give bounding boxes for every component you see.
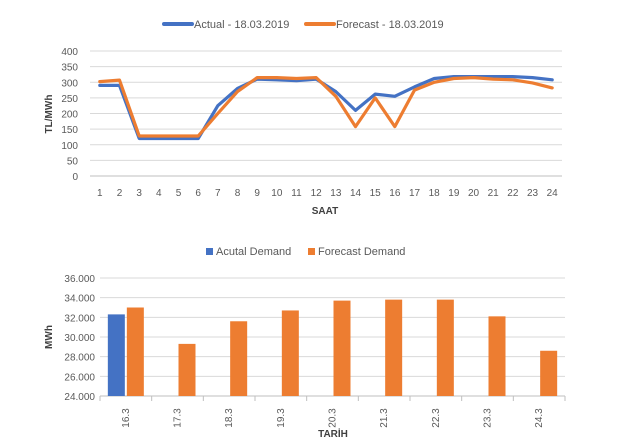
y-tick-label: 50	[67, 156, 79, 167]
bar-forecast-demand	[488, 316, 506, 396]
bar-chart-y-ticks: 24.000 26.000 28.000 30.000 32.000 34.000 36.0…	[64, 274, 95, 403]
bar-forecast-demand	[178, 343, 196, 396]
x-tick-label: 10	[271, 188, 283, 199]
x-tick-label: 16.3	[121, 408, 132, 428]
x-tick-label: 23.3	[483, 408, 494, 428]
bar-chart-bars	[107, 299, 558, 396]
x-tick-label: 20.3	[328, 408, 339, 428]
bar-chart-xlabel: TARİH	[318, 427, 348, 440]
y-tick-label: 36.000	[64, 274, 95, 285]
bar-forecast-demand	[540, 350, 558, 396]
x-tick-label: 14	[350, 188, 362, 199]
bar-forecast-demand	[436, 299, 454, 396]
y-tick-label: 400	[61, 47, 78, 58]
y-tick-label: 30.000	[64, 333, 95, 344]
y-tick-label: 0	[72, 172, 78, 183]
x-tick-label: 19	[448, 188, 460, 199]
y-tick-label: 150	[61, 125, 78, 136]
x-tick-label: 17	[409, 188, 421, 199]
x-tick-label: 18	[429, 188, 441, 199]
line-chart-legend: Actual - 18.03.2019 Forecast - 18.03.201…	[162, 19, 444, 31]
x-tick-label: 23	[527, 188, 539, 199]
x-tick-label: 8	[235, 188, 241, 199]
x-tick-label: 18.3	[224, 408, 235, 428]
y-tick-label: 32.000	[64, 313, 95, 324]
bar-chart-ylabel: MWh	[44, 325, 55, 349]
bar-chart: Acutal Demand Forecast Demand 24.000 26.0…	[44, 246, 566, 440]
y-tick-label: 34.000	[64, 294, 95, 305]
y-tick-label: 24.000	[64, 392, 95, 403]
legend-swatch-actual-demand	[206, 248, 213, 255]
bar-forecast-demand	[126, 307, 144, 396]
x-tick-label: 24.3	[534, 408, 545, 428]
x-tick-label: 9	[254, 188, 260, 199]
x-tick-label: 19.3	[276, 408, 287, 428]
y-tick-label: 350	[61, 63, 78, 74]
x-tick-label: 12	[311, 188, 323, 199]
bar-forecast-demand	[230, 321, 248, 396]
line-chart-ylabel: TL/MWh	[44, 95, 55, 134]
x-tick-label: 16	[389, 188, 401, 199]
line-chart-xlabel: SAAT	[312, 206, 338, 217]
y-tick-label: 26.000	[64, 372, 95, 383]
y-tick-label: 250	[61, 94, 78, 105]
line-chart-series	[98, 74, 554, 141]
x-tick-label: 15	[370, 188, 382, 199]
x-tick-label: 3	[136, 188, 142, 199]
legend-label-actual: Actual - 18.03.2019	[194, 19, 289, 31]
x-tick-label: 5	[176, 188, 182, 199]
x-tick-label: 20	[468, 188, 480, 199]
line-chart: Actual - 18.03.2019 Forecast - 18.03.201…	[44, 19, 562, 217]
series-line-forecast	[98, 75, 554, 138]
legend-label-forecast-demand: Forecast Demand	[318, 246, 405, 258]
bar-forecast-demand	[333, 300, 351, 396]
x-tick-label: 21.3	[379, 408, 390, 428]
bar-chart-x-ticks: 16.3 17.3 18.3 19.3 20.3 21.3 22.3 23.3 24.3	[121, 408, 545, 428]
line-chart-gridlines	[90, 50, 562, 177]
y-tick-label: 28.000	[64, 353, 95, 364]
x-tick-label: 6	[195, 188, 201, 199]
bar-chart-legend: Acutal Demand Forecast Demand	[206, 246, 405, 258]
legend-swatch-forecast-demand	[308, 248, 315, 255]
x-tick-label: 4	[156, 188, 162, 199]
bar-actual-demand	[107, 314, 125, 396]
x-tick-label: 1	[97, 188, 103, 199]
bar-forecast-demand	[385, 299, 403, 396]
x-tick-label: 7	[215, 188, 221, 199]
x-tick-label: 24	[547, 188, 559, 199]
legend-label-forecast: Forecast - 18.03.2019	[336, 19, 444, 31]
legend-label-actual-demand: Acutal Demand	[216, 246, 291, 258]
y-tick-label: 200	[61, 110, 78, 121]
bar-chart-gridlines	[99, 277, 566, 401]
y-tick-label: 100	[61, 141, 78, 152]
x-tick-label: 22.3	[431, 408, 442, 428]
x-tick-label: 17.3	[173, 408, 184, 428]
x-tick-label: 22	[507, 188, 519, 199]
x-tick-label: 2	[117, 188, 123, 199]
bar-forecast-demand	[281, 310, 299, 396]
line-chart-y-ticks: 0 50 100 150 200 250 300 350 400	[61, 47, 78, 183]
x-tick-label: 21	[488, 188, 500, 199]
x-tick-label: 11	[291, 188, 302, 199]
y-tick-label: 300	[61, 78, 78, 89]
x-tick-label: 13	[330, 188, 342, 199]
line-chart-x-ticks: 1 2 3 4 5 6 7 8 9 10 11 12 13 14 15 16 17 18 19 20 21 22 23 24	[97, 188, 558, 199]
